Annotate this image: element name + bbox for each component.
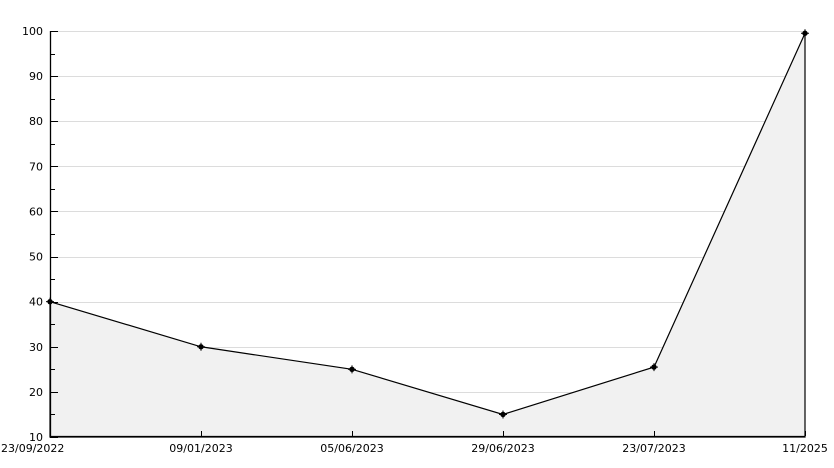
- data-point-marker: [198, 344, 204, 350]
- y-axis-tick-label: 60: [29, 205, 43, 218]
- x-axis-tick-label: 23/09/2022: [1, 442, 64, 455]
- data-point-marker: [651, 364, 657, 370]
- y-axis-tick-label: 40: [29, 296, 43, 309]
- data-point-marker: [47, 298, 53, 305]
- x-axis-tick-label: 23/07/2023: [622, 442, 685, 455]
- y-axis-tick-label: 90: [29, 70, 43, 83]
- data-point-marker: [500, 411, 506, 418]
- data-point-marker: [349, 366, 355, 373]
- x-axis-tick-label: 05/06/2023: [320, 442, 383, 455]
- y-axis-tick-label: 20: [29, 386, 43, 399]
- y-axis-tick-label: 50: [29, 251, 43, 264]
- y-axis-tick-label: 10: [29, 431, 43, 444]
- x-axis-tick-label: 09/01/2023: [169, 442, 232, 455]
- y-axis-tick-label: 80: [29, 115, 43, 128]
- y-axis-tick-label: 30: [29, 341, 43, 354]
- x-axis-tick-label: 29/06/2023: [471, 442, 534, 455]
- y-axis-tick-label: 100: [22, 25, 43, 38]
- x-axis-tick-label: 11/2025: [782, 442, 828, 455]
- data-point-marker: [802, 30, 808, 36]
- y-axis-tick-label: 70: [29, 160, 43, 173]
